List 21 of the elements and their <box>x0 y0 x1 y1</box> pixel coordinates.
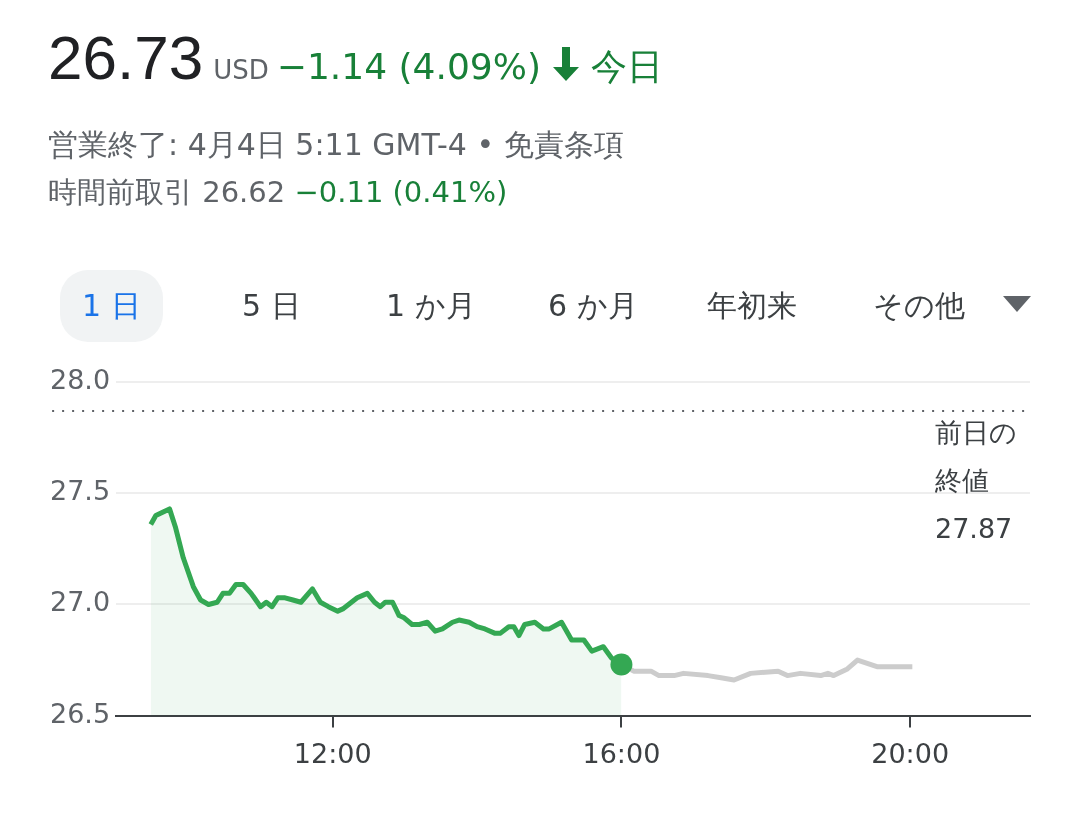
text: 時間前取引 26.62 <box>48 175 286 209</box>
ref-line-label: 前日の終値 27.87 <box>934 416 1017 544</box>
text: 営業終了: 4月4日 5:11 GMT-4 • 免責条項 <box>48 126 624 164</box>
y-tick-label: 28.0 <box>49 364 111 396</box>
y-tick-label: 27.5 <box>49 475 111 507</box>
text: 5 日 <box>242 287 301 325</box>
text: 年初来 <box>707 287 797 325</box>
text: 1 か月 <box>386 287 476 325</box>
text: 1 日 <box>60 270 163 342</box>
x-tick-label: 12:00 <box>293 737 372 769</box>
chart-title: 26.73 <box>48 22 204 93</box>
text: その他 <box>873 287 965 325</box>
chart-subtitle: USD <box>213 55 269 85</box>
y-tick-label: 27.0 <box>49 586 111 618</box>
text: 6 か月 <box>548 287 638 325</box>
x-tick-label: 20:00 <box>871 737 950 769</box>
text: −1.14 (4.09%) <box>276 46 541 87</box>
text: 今日 <box>590 45 663 89</box>
text: −0.11 (0.41%) <box>294 175 508 209</box>
x-tick-label: 16:00 <box>582 737 661 769</box>
y-tick-label: 26.5 <box>49 697 111 729</box>
